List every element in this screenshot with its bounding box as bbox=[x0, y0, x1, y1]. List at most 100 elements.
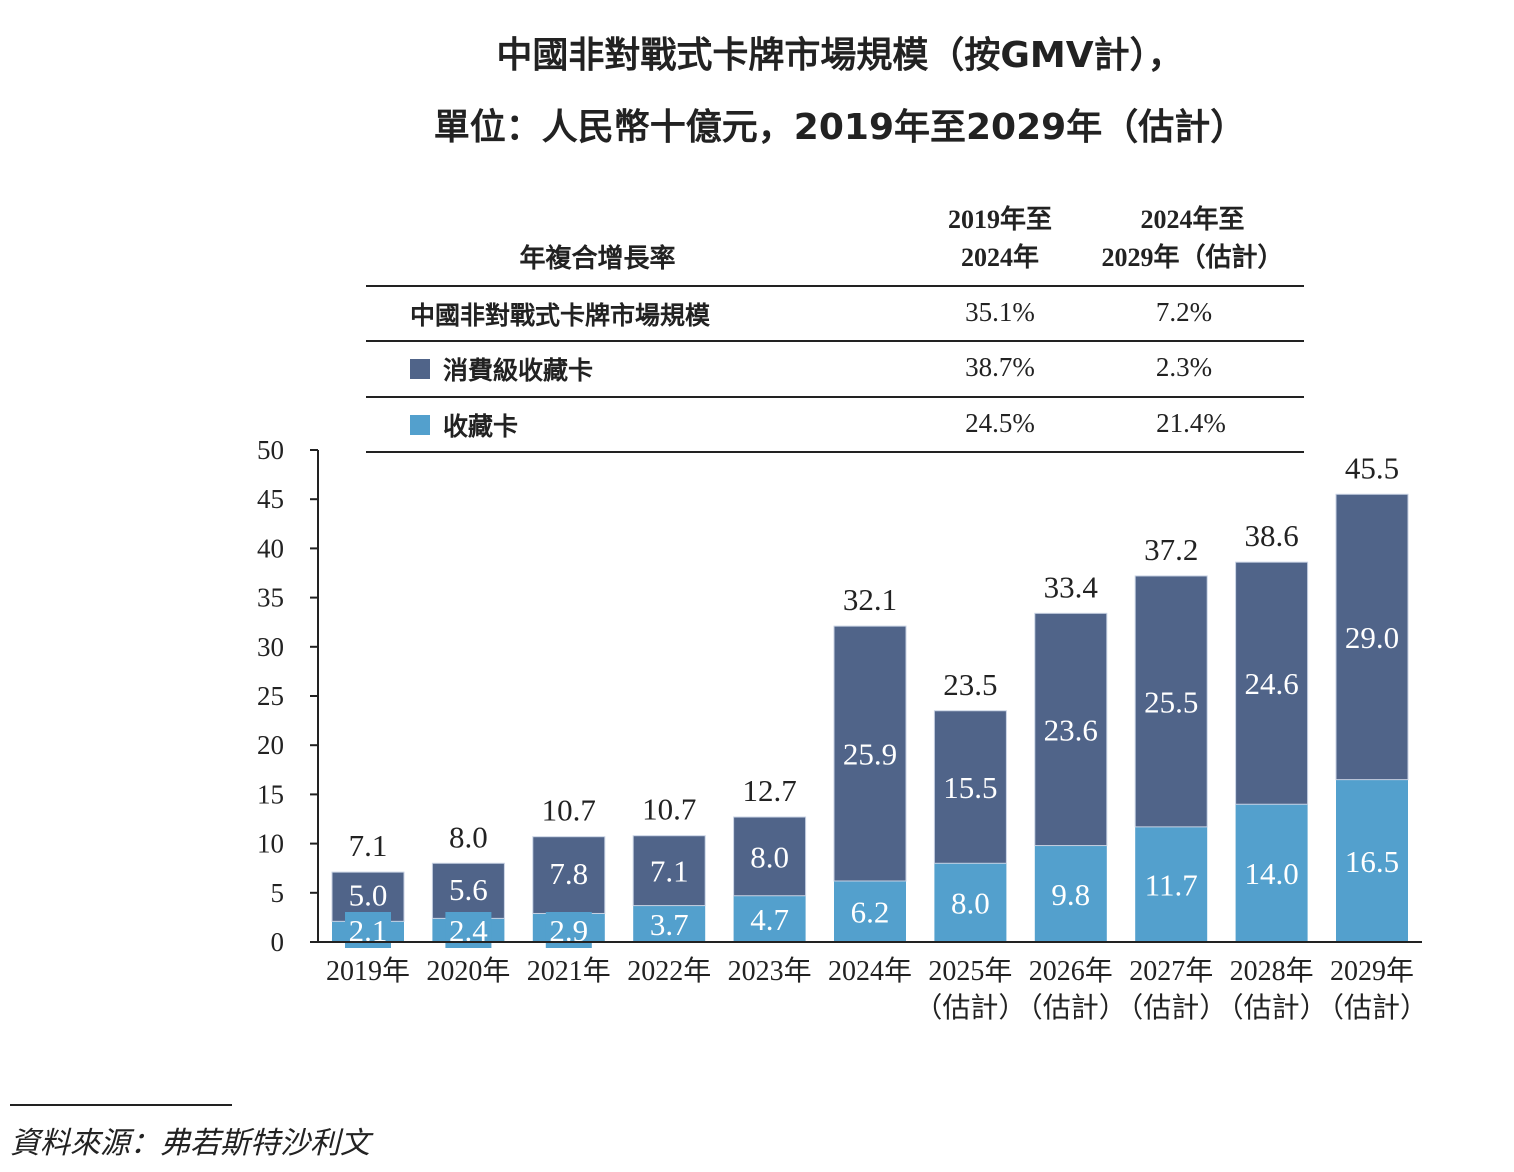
bar-collectible bbox=[1034, 845, 1107, 942]
x-tick-sublabel: （估計） bbox=[1216, 992, 1328, 1024]
bar-collectible bbox=[1235, 804, 1308, 942]
y-tick-label: 40 bbox=[257, 533, 284, 563]
table-rule bbox=[366, 340, 1304, 342]
value-label-consumer: 7.8 bbox=[549, 856, 588, 891]
x-tick-sublabel: （估計） bbox=[1015, 992, 1127, 1024]
x-tick-label: 2024年 bbox=[828, 955, 912, 987]
value-label-collectible: 6.2 bbox=[851, 894, 890, 929]
source-note: 資料來源：弗若斯特沙利文 bbox=[10, 1126, 370, 1161]
value-label-collectible: 16.5 bbox=[1345, 844, 1399, 879]
x-tick-label: 2021年 bbox=[527, 955, 611, 987]
row-collectible-c1: 24.5% bbox=[965, 408, 1035, 438]
value-label-collectible: 8.0 bbox=[951, 886, 990, 921]
y-tick-label: 30 bbox=[257, 632, 284, 662]
total-label: 33.4 bbox=[1044, 569, 1099, 604]
value-label-consumer: 8.0 bbox=[750, 839, 789, 874]
total-label: 7.1 bbox=[349, 828, 388, 863]
row-label-consumer: 消費級收藏卡 bbox=[443, 356, 594, 385]
cagr-col1-line1: 2019年至 bbox=[947, 205, 1052, 234]
table-rule bbox=[366, 396, 1304, 398]
value-label-collectible: 4.7 bbox=[750, 902, 789, 937]
value-label-consumer: 25.5 bbox=[1144, 684, 1198, 719]
value-label-consumer: 5.0 bbox=[349, 878, 388, 913]
table-rule bbox=[366, 451, 1304, 453]
value-label-consumer: 25.9 bbox=[843, 737, 897, 772]
bar-consumer bbox=[532, 836, 606, 914]
y-tick-label: 10 bbox=[257, 829, 284, 859]
bar-consumer bbox=[1235, 561, 1309, 805]
bar-consumer bbox=[1034, 612, 1108, 847]
y-tick-label: 45 bbox=[257, 484, 284, 514]
bar-consumer bbox=[833, 625, 907, 882]
total-label: 12.7 bbox=[742, 773, 796, 808]
value-label-consumer: 23.6 bbox=[1044, 712, 1098, 747]
row-label-collectible: 收藏卡 bbox=[443, 412, 519, 441]
total-label: 23.5 bbox=[943, 667, 997, 702]
bar-consumer bbox=[733, 816, 807, 897]
total-label: 38.6 bbox=[1244, 518, 1298, 553]
x-tick-label: 2020年 bbox=[426, 955, 510, 987]
x-tick-sublabel: （估計） bbox=[1115, 992, 1227, 1024]
bar-consumer bbox=[1134, 575, 1208, 828]
y-tick-label: 5 bbox=[271, 878, 285, 908]
y-tick-label: 35 bbox=[257, 583, 284, 613]
bar-collectible bbox=[834, 880, 906, 942]
value-label-collectible: 3.7 bbox=[650, 907, 689, 942]
value-label-consumer: 5.6 bbox=[449, 872, 488, 907]
total-label: 10.7 bbox=[542, 793, 596, 828]
cagr-col2-line2: 2029年（估計） bbox=[1101, 243, 1284, 272]
y-tick-label: 0 bbox=[271, 927, 285, 957]
x-tick-label: 2028年 bbox=[1230, 955, 1314, 987]
source-rule bbox=[10, 1104, 232, 1106]
y-tick-label: 20 bbox=[257, 730, 284, 760]
legend-swatch-consumer bbox=[410, 359, 430, 379]
row-consumer-c2: 2.3% bbox=[1155, 352, 1213, 382]
total-label: 32.1 bbox=[843, 582, 897, 617]
total-label: 10.7 bbox=[642, 792, 696, 827]
value-label-consumer: 15.5 bbox=[943, 770, 997, 805]
bar-consumer bbox=[632, 835, 706, 907]
row-label-total: 中國非對戰式卡牌市場規模 bbox=[410, 301, 711, 330]
chart-title-line2: 單位：人民幣十億元，2019年至2029年（估計） bbox=[433, 107, 1247, 148]
y-tick-label: 50 bbox=[257, 435, 284, 465]
total-label: 45.5 bbox=[1345, 450, 1399, 485]
value-label-consumer: 24.6 bbox=[1244, 666, 1298, 701]
x-tick-label: 2026年 bbox=[1029, 955, 1113, 987]
bar-collectible bbox=[1135, 826, 1208, 942]
legend-swatch-collectible bbox=[410, 415, 430, 435]
table-rule bbox=[366, 285, 1304, 287]
bar-collectible bbox=[633, 905, 706, 942]
bar-collectible bbox=[733, 895, 806, 942]
bar-consumer bbox=[1335, 493, 1409, 781]
row-consumer-c1: 38.7% bbox=[965, 352, 1035, 382]
cagr-col2-line1: 2024年至 bbox=[1140, 205, 1245, 234]
total-label: 37.2 bbox=[1144, 532, 1198, 567]
bar-consumer bbox=[431, 862, 505, 919]
x-tick-label: 2022年 bbox=[627, 955, 711, 987]
y-tick-label: 15 bbox=[257, 779, 284, 809]
total-label: 8.0 bbox=[449, 819, 488, 854]
chart-title-line1: 中國非對戰式卡牌市場規模（按GMV計）， bbox=[496, 35, 1184, 76]
value-label-collectible: 14.0 bbox=[1244, 856, 1298, 891]
value-label-consumer: 7.1 bbox=[650, 854, 689, 889]
x-tick-label: 2019年 bbox=[326, 955, 410, 987]
x-tick-sublabel: （估計） bbox=[1316, 992, 1428, 1024]
value-label-consumer: 29.0 bbox=[1345, 620, 1399, 655]
row-total-c2: 7.2% bbox=[1155, 297, 1213, 327]
bar-collectible bbox=[934, 863, 1007, 942]
bar-consumer bbox=[933, 710, 1007, 864]
cagr-col1-line2: 2024年 bbox=[960, 243, 1039, 272]
x-tick-label: 2029年 bbox=[1330, 955, 1414, 987]
row-collectible-c2: 21.4% bbox=[1156, 408, 1226, 438]
x-tick-sublabel: （估計） bbox=[914, 992, 1026, 1024]
x-tick-label: 2027年 bbox=[1129, 955, 1213, 987]
x-tick-label: 2025年 bbox=[928, 955, 1012, 987]
value-label-collectible: 11.7 bbox=[1145, 867, 1198, 902]
bar-collectible bbox=[1336, 779, 1408, 942]
value-label-collectible: 9.8 bbox=[1051, 877, 1090, 912]
row-total-c1: 35.1% bbox=[965, 297, 1035, 327]
y-tick-label: 25 bbox=[257, 681, 284, 711]
x-tick-label: 2023年 bbox=[728, 955, 812, 987]
